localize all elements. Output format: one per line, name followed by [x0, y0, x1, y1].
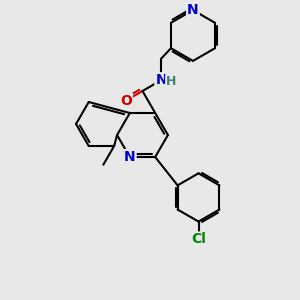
Text: O: O — [120, 94, 132, 107]
Text: N: N — [155, 73, 167, 87]
Text: N: N — [124, 150, 136, 164]
Text: H: H — [166, 75, 176, 88]
Text: N: N — [187, 3, 199, 17]
Text: Cl: Cl — [191, 232, 206, 247]
